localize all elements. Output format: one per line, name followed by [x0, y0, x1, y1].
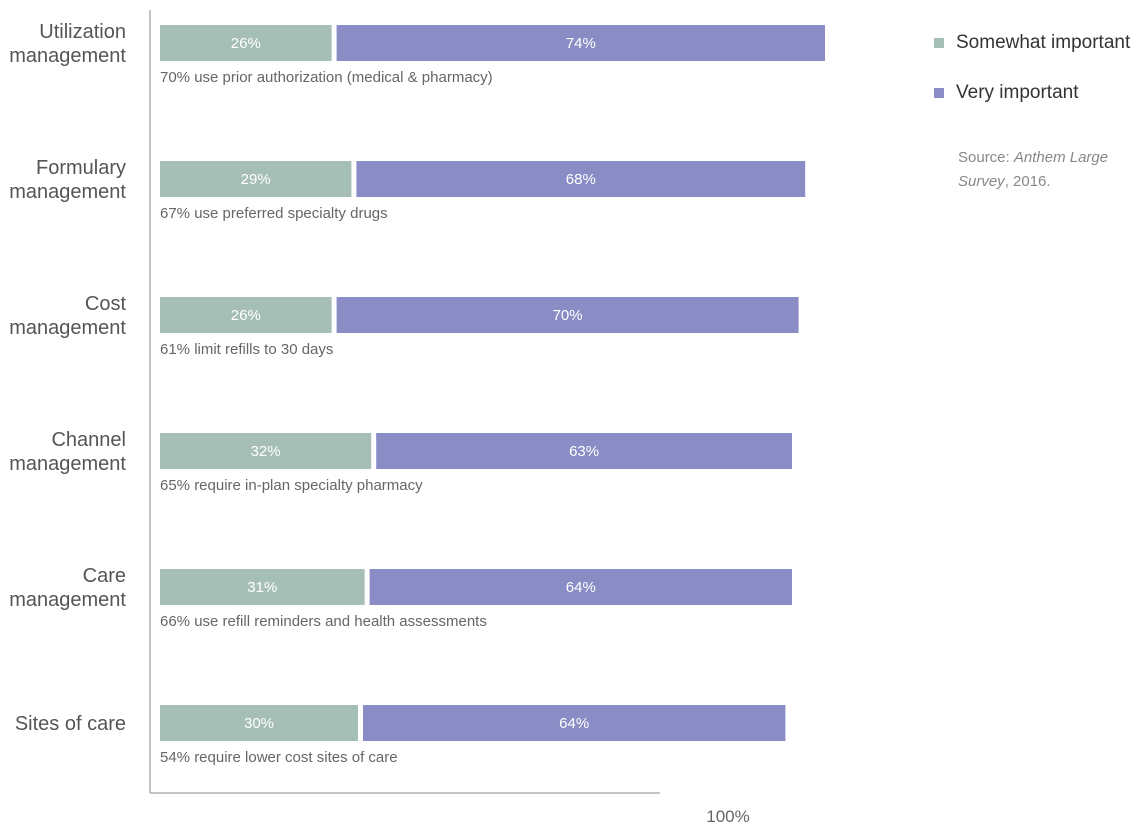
bar-label-very: 68%: [566, 171, 596, 188]
bar-label-somewhat: 29%: [241, 171, 271, 188]
legend-swatch-very: [934, 88, 944, 98]
legend-item-very: Very important: [934, 76, 1130, 110]
source-title-line1: Anthem Large: [1013, 149, 1109, 166]
source-note: Source: Anthem Large Survey, 2016.: [958, 146, 1147, 194]
bar-very-important: [369, 569, 792, 605]
bar-very-important: [336, 25, 825, 61]
bar-annotation: 65% require in-plan specialty pharmacy: [160, 477, 423, 494]
bar-annotation: 66% use refill reminders and health asse…: [160, 613, 487, 630]
legend-swatch-somewhat: [934, 38, 944, 48]
bar-somewhat-important: [160, 705, 358, 741]
legend-label-very: Very important: [956, 82, 1079, 103]
source-suffix: , 2016.: [1004, 173, 1051, 190]
bar-label-somewhat: 26%: [231, 307, 261, 324]
bar-very-important: [376, 433, 792, 469]
x-tick-label: 100%: [706, 807, 749, 826]
category-label: Channel management: [9, 429, 126, 475]
bar-label-very: 74%: [566, 35, 596, 52]
source-title-line2: Survey: [958, 173, 1005, 190]
bar-label-somewhat: 30%: [244, 715, 274, 732]
bar-very-important: [356, 161, 806, 197]
bar-annotation: 61% limit refills to 30 days: [160, 341, 333, 358]
legend-label-somewhat: Somewhat important: [956, 32, 1131, 53]
bar-annotation: 70% use prior authorization (medical & p…: [160, 69, 493, 86]
legend: Somewhat important Very important: [934, 26, 1130, 126]
bar-somewhat-important: [160, 297, 332, 333]
bar-label-very: 64%: [559, 715, 589, 732]
bar-label-very: 64%: [566, 579, 596, 596]
bar-somewhat-important: [160, 569, 365, 605]
category-label: Cost management: [9, 293, 126, 339]
bar-label-somewhat: 26%: [231, 35, 261, 52]
legend-item-somewhat: Somewhat important: [934, 26, 1130, 60]
bar-label-very: 70%: [553, 307, 583, 324]
category-label: Formulary management: [9, 157, 126, 203]
bar-very-important: [336, 297, 799, 333]
category-label: Care management: [9, 565, 126, 611]
bar-label-somewhat: 31%: [247, 579, 277, 596]
bar-label-somewhat: 32%: [251, 443, 281, 460]
bar-somewhat-important: [160, 161, 352, 197]
source-prefix: Source:: [958, 149, 1014, 166]
category-label: Sites of care: [15, 713, 126, 735]
bar-annotation: 54% require lower cost sites of care: [160, 749, 398, 766]
bar-label-very: 63%: [569, 443, 599, 460]
bar-somewhat-important: [160, 25, 332, 61]
category-label: Utilization management: [9, 21, 126, 67]
bar-very-important: [363, 705, 786, 741]
bar-somewhat-important: [160, 433, 372, 469]
bar-annotation: 67% use preferred specialty drugs: [160, 205, 388, 222]
